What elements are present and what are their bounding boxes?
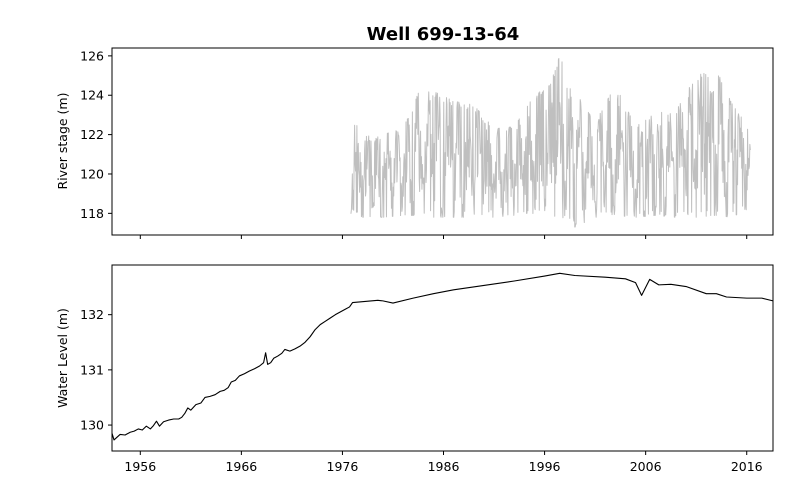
top-ytick-label-1: 120: [80, 166, 104, 181]
bottom-ylabel: Water Level (m): [55, 308, 70, 408]
xtick-label-5: 2006: [630, 459, 662, 474]
top-axes-frame: [111, 47, 774, 236]
bottom-ytick-label-1: 131: [80, 362, 104, 377]
top-series-line-0: [350, 58, 751, 228]
xtick-label-0: 1956: [124, 459, 156, 474]
xtick-label-3: 1986: [428, 459, 460, 474]
bottom-ytick-label-2: 132: [80, 307, 104, 322]
water-level-panel: Water Level (m) 130 131 132 1956 1966 1976 198…: [55, 264, 774, 474]
xtick-label-4: 1996: [529, 459, 561, 474]
top-ytick-label-4: 126: [80, 48, 104, 63]
top-ytick-label-2: 122: [80, 127, 104, 142]
top-ylabel: River stage (m): [55, 93, 70, 190]
bottom-axes-frame: [111, 264, 774, 452]
top-ytick-label-3: 124: [80, 88, 104, 103]
bottom-series-line-0: [111, 272, 774, 441]
xtick-label-6: 2016: [731, 459, 763, 474]
chart-title: Well 699-13-64: [367, 24, 520, 45]
xtick-label-2: 1976: [327, 459, 359, 474]
river-stage-panel: River stage (m) 118 120 122 124 126: [55, 47, 774, 239]
xtick-label-1: 1966: [225, 459, 257, 474]
top-ytick-label-0: 118: [80, 206, 104, 221]
bottom-ytick-label-0: 130: [80, 418, 104, 433]
